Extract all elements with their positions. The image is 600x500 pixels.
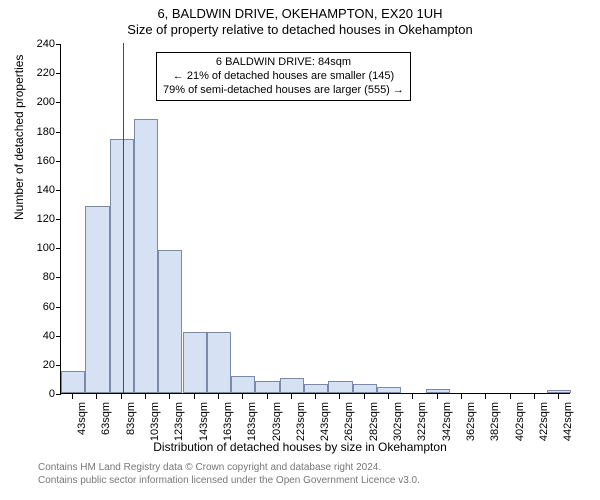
- x-tick-label: 422sqm: [538, 402, 550, 441]
- x-tick-label: 282sqm: [368, 402, 380, 441]
- histogram-bar: [353, 384, 377, 393]
- y-tick-label: 80: [25, 271, 55, 283]
- x-tick-label: 302sqm: [392, 402, 404, 441]
- y-tick-label: 160: [25, 155, 55, 167]
- histogram-bar: [134, 119, 158, 393]
- x-tick: [242, 394, 243, 399]
- histogram-bar: [85, 206, 109, 393]
- y-tick-label: 140: [25, 184, 55, 196]
- x-tick: [364, 394, 365, 399]
- x-tick: [194, 394, 195, 399]
- x-tick: [485, 394, 486, 399]
- annotation-line3: 79% of semi-detached houses are larger (…: [163, 84, 404, 98]
- histogram-bar: [110, 139, 134, 393]
- y-tick: [56, 394, 61, 395]
- y-tick-label: 200: [25, 96, 55, 108]
- x-tick: [339, 394, 340, 399]
- x-tick-label: 123sqm: [173, 402, 185, 441]
- y-tick: [56, 307, 61, 308]
- x-tick-label: 362sqm: [465, 402, 477, 441]
- y-tick: [56, 248, 61, 249]
- y-tick: [56, 102, 61, 103]
- x-tick: [412, 394, 413, 399]
- x-tick-label: 243sqm: [319, 402, 331, 441]
- y-tick-label: 0: [25, 388, 55, 400]
- histogram-bar: [231, 376, 255, 394]
- histogram-bar: [547, 390, 571, 393]
- y-tick: [56, 132, 61, 133]
- y-tick: [56, 219, 61, 220]
- chart-area: 6 BALDWIN DRIVE: 84sqm ← 21% of detached…: [60, 44, 570, 394]
- x-tick-label: 103sqm: [149, 402, 161, 441]
- chart-title-main: 6, BALDWIN DRIVE, OKEHAMPTON, EX20 1UH: [0, 0, 600, 21]
- x-tick: [121, 394, 122, 399]
- annotation-line2: ← 21% of detached houses are smaller (14…: [163, 70, 404, 84]
- x-tick-label: 322sqm: [416, 402, 428, 441]
- y-tick-label: 100: [25, 242, 55, 254]
- x-tick: [534, 394, 535, 399]
- x-tick: [461, 394, 462, 399]
- annotation-line1: 6 BALDWIN DRIVE: 84sqm: [163, 56, 404, 70]
- y-axis-label: Number of detached properties: [12, 55, 26, 220]
- x-tick-label: 203sqm: [271, 402, 283, 441]
- y-tick-label: 60: [25, 301, 55, 313]
- chart-container: 6, BALDWIN DRIVE, OKEHAMPTON, EX20 1UH S…: [0, 0, 600, 500]
- x-tick-label: 262sqm: [343, 402, 355, 441]
- credits: Contains HM Land Registry data © Crown c…: [38, 462, 420, 487]
- y-tick: [56, 161, 61, 162]
- x-tick: [169, 394, 170, 399]
- histogram-bar: [158, 250, 182, 393]
- x-tick-label: 183sqm: [246, 402, 258, 441]
- credits-line1: Contains HM Land Registry data © Crown c…: [38, 462, 420, 475]
- y-tick: [56, 73, 61, 74]
- histogram-bar: [328, 381, 352, 393]
- y-tick-label: 120: [25, 213, 55, 225]
- x-tick-label: 83sqm: [125, 402, 137, 435]
- x-tick: [145, 394, 146, 399]
- x-tick: [558, 394, 559, 399]
- x-tick-label: 442sqm: [562, 402, 574, 441]
- x-tick-label: 163sqm: [222, 402, 234, 441]
- histogram-bar: [255, 381, 279, 393]
- x-tick: [218, 394, 219, 399]
- histogram-bar: [183, 332, 207, 393]
- x-tick: [437, 394, 438, 399]
- histogram-bar: [207, 332, 231, 393]
- y-tick: [56, 336, 61, 337]
- x-tick: [291, 394, 292, 399]
- y-tick: [56, 277, 61, 278]
- histogram-bar: [426, 389, 450, 393]
- x-tick-label: 223sqm: [295, 402, 307, 441]
- y-tick-label: 220: [25, 67, 55, 79]
- histogram-bar: [304, 384, 328, 393]
- y-tick: [56, 44, 61, 45]
- histogram-bar: [280, 378, 304, 393]
- y-tick-label: 40: [25, 330, 55, 342]
- x-tick-label: 402sqm: [514, 402, 526, 441]
- chart-title-sub: Size of property relative to detached ho…: [0, 21, 600, 37]
- y-tick-label: 20: [25, 359, 55, 371]
- credits-line2: Contains public sector information licen…: [38, 475, 420, 488]
- annotation-box: 6 BALDWIN DRIVE: 84sqm ← 21% of detached…: [156, 52, 411, 101]
- y-tick-label: 180: [25, 126, 55, 138]
- x-tick: [510, 394, 511, 399]
- histogram-bar: [61, 371, 85, 393]
- x-tick: [267, 394, 268, 399]
- x-tick: [72, 394, 73, 399]
- y-tick: [56, 190, 61, 191]
- x-tick-label: 63sqm: [100, 402, 112, 435]
- x-tick-label: 143sqm: [198, 402, 210, 441]
- histogram-bar: [377, 387, 401, 393]
- x-tick-label: 43sqm: [76, 402, 88, 435]
- reference-line: [123, 43, 124, 393]
- y-tick: [56, 365, 61, 366]
- x-tick: [315, 394, 316, 399]
- x-axis-label: Distribution of detached houses by size …: [0, 440, 600, 454]
- x-tick: [96, 394, 97, 399]
- x-tick: [388, 394, 389, 399]
- x-tick-label: 342sqm: [441, 402, 453, 441]
- x-tick-label: 382sqm: [489, 402, 501, 441]
- y-tick-label: 240: [25, 38, 55, 50]
